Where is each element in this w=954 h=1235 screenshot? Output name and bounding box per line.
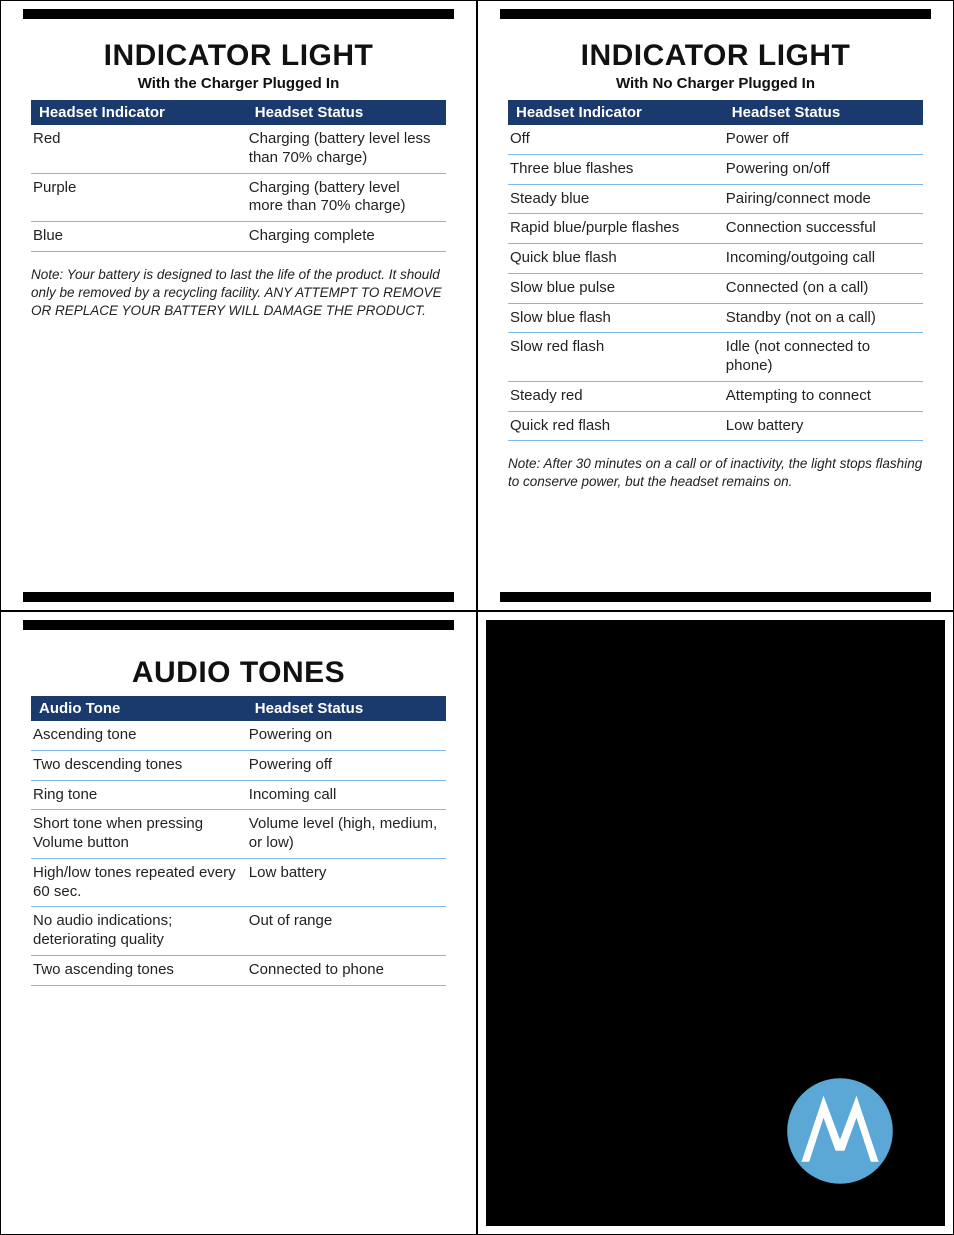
table-row: Short tone when pressing Volume buttonVo… [31, 810, 446, 859]
table-cell: Slow red flash [508, 333, 724, 382]
table-cell: Slow blue pulse [508, 273, 724, 303]
table-body: RedCharging (battery level less than 70%… [31, 125, 446, 251]
table-cell: Powering on [247, 721, 446, 750]
table-row: PurpleCharging (battery level more than … [31, 173, 446, 222]
table-cell: Ascending tone [31, 721, 247, 750]
divider-bar [23, 620, 454, 630]
table-row: Steady redAttempting to connect [508, 381, 923, 411]
divider-bar [500, 592, 931, 602]
table-cell: Incoming/outgoing call [724, 244, 923, 274]
table-cell: Charging (battery level less than 70% ch… [247, 125, 446, 173]
table-cell: Charging complete [247, 222, 446, 252]
table-row: Slow red flashIdle (not connected to pho… [508, 333, 923, 382]
table-cell: Low battery [247, 858, 446, 907]
table-row: Three blue flashesPowering on/off [508, 154, 923, 184]
column-header: Audio Tone [31, 696, 247, 721]
panel-note: Note: After 30 minutes on a call or of i… [508, 455, 923, 491]
table-row: RedCharging (battery level less than 70%… [31, 125, 446, 173]
divider-bar [500, 9, 931, 19]
panel-title: AUDIO TONES [31, 656, 446, 690]
table-cell: Low battery [724, 411, 923, 441]
column-header: Headset Status [724, 100, 923, 125]
table-body: Ascending tonePowering onTwo descending … [31, 721, 446, 985]
table-body: OffPower offThree blue flashesPowering o… [508, 125, 923, 441]
table-cell: Pairing/connect mode [724, 184, 923, 214]
column-header: Headset Indicator [31, 100, 247, 125]
table-row: Ring toneIncoming call [31, 780, 446, 810]
column-header: Headset Indicator [508, 100, 724, 125]
table-cell: No audio indications; deteriorating qual… [31, 907, 247, 956]
table-cell: Steady red [508, 381, 724, 411]
table-cell: Quick blue flash [508, 244, 724, 274]
table-cell: Steady blue [508, 184, 724, 214]
audio-tones-table: Audio Tone Headset Status Ascending tone… [31, 696, 446, 986]
motorola-logo-icon [785, 1076, 895, 1186]
table-cell: Idle (not connected to phone) [724, 333, 923, 382]
panel-note: Note: Your battery is designed to last t… [31, 266, 446, 321]
table-cell: High/low tones repeated every 60 sec. [31, 858, 247, 907]
indicator-charger-table: Headset Indicator Headset Status RedChar… [31, 100, 446, 252]
table-cell: Connected (on a call) [724, 273, 923, 303]
panel-subtitle: With No Charger Plugged In [508, 75, 923, 92]
panel-indicator-charger: INDICATOR LIGHT With the Charger Plugged… [0, 0, 477, 611]
table-cell: Blue [31, 222, 247, 252]
column-header: Headset Status [247, 100, 446, 125]
table-row: Slow blue pulseConnected (on a call) [508, 273, 923, 303]
table-cell: Three blue flashes [508, 154, 724, 184]
table-cell: Powering off [247, 750, 446, 780]
table-cell: Connected to phone [247, 955, 446, 985]
column-header: Headset Status [247, 696, 446, 721]
table-cell: Off [508, 125, 724, 154]
table-cell: Slow blue flash [508, 303, 724, 333]
table-cell: Red [31, 125, 247, 173]
table-cell: Charging (battery level more than 70% ch… [247, 173, 446, 222]
table-row: Ascending tonePowering on [31, 721, 446, 750]
table-cell: Two descending tones [31, 750, 247, 780]
table-row: BlueCharging complete [31, 222, 446, 252]
table-cell: Volume level (high, medium, or low) [247, 810, 446, 859]
panel-content: AUDIO TONES Audio Tone Headset Status As… [31, 646, 446, 1206]
table-row: OffPower off [508, 125, 923, 154]
table-cell: Power off [724, 125, 923, 154]
table-cell: Attempting to connect [724, 381, 923, 411]
panel-logo [477, 611, 954, 1235]
panel-indicator-nocharger: INDICATOR LIGHT With No Charger Plugged … [477, 0, 954, 611]
table-row: Two ascending tonesConnected to phone [31, 955, 446, 985]
divider-bar [23, 9, 454, 19]
table-cell: Short tone when pressing Volume button [31, 810, 247, 859]
table-row: Rapid blue/purple flashesConnection succ… [508, 214, 923, 244]
divider-bar [23, 592, 454, 602]
table-cell: Two ascending tones [31, 955, 247, 985]
table-row: High/low tones repeated every 60 sec.Low… [31, 858, 446, 907]
panel-subtitle: With the Charger Plugged In [31, 75, 446, 92]
indicator-nocharger-table: Headset Indicator Headset Status OffPowe… [508, 100, 923, 441]
panel-content: INDICATOR LIGHT With No Charger Plugged … [508, 35, 923, 582]
table-cell: Standby (not on a call) [724, 303, 923, 333]
table-cell: Quick red flash [508, 411, 724, 441]
table-row: Quick blue flashIncoming/outgoing call [508, 244, 923, 274]
table-cell: Powering on/off [724, 154, 923, 184]
table-cell: Purple [31, 173, 247, 222]
black-background [486, 620, 945, 1226]
table-row: No audio indications; deteriorating qual… [31, 907, 446, 956]
table-cell: Ring tone [31, 780, 247, 810]
panel-audio-tones: AUDIO TONES Audio Tone Headset Status As… [0, 611, 477, 1235]
table-row: Steady bluePairing/connect mode [508, 184, 923, 214]
table-cell: Out of range [247, 907, 446, 956]
table-row: Quick red flashLow battery [508, 411, 923, 441]
page-grid: INDICATOR LIGHT With the Charger Plugged… [0, 0, 954, 1235]
table-cell: Connection successful [724, 214, 923, 244]
panel-title: INDICATOR LIGHT [31, 39, 446, 73]
panel-title: INDICATOR LIGHT [508, 39, 923, 73]
table-cell: Incoming call [247, 780, 446, 810]
table-cell: Rapid blue/purple flashes [508, 214, 724, 244]
table-row: Slow blue flashStandby (not on a call) [508, 303, 923, 333]
table-row: Two descending tonesPowering off [31, 750, 446, 780]
panel-content: INDICATOR LIGHT With the Charger Plugged… [31, 35, 446, 582]
